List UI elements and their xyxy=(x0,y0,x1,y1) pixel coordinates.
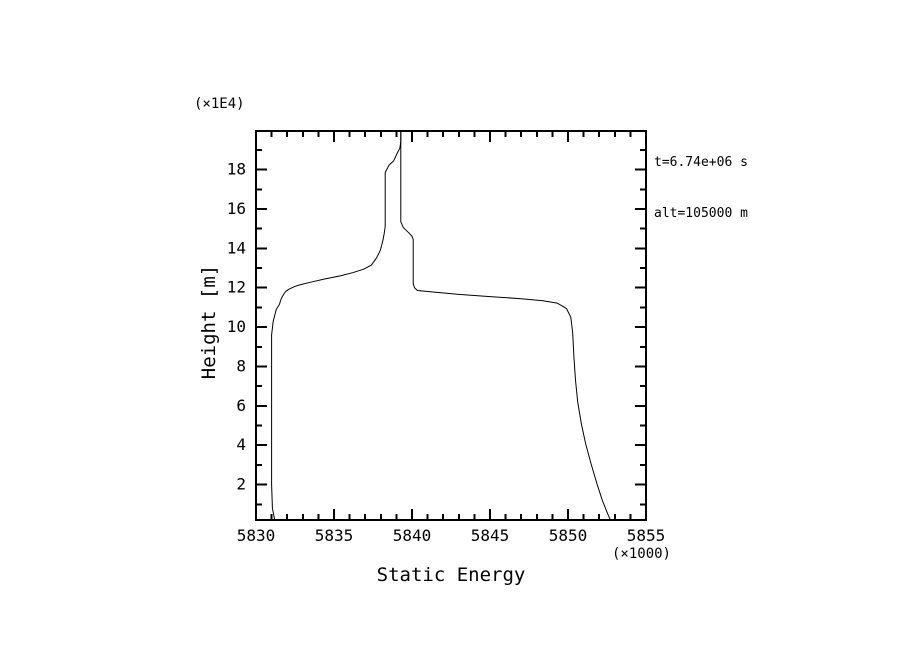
plot-frame xyxy=(255,130,647,521)
y-tick-label: 6 xyxy=(236,396,246,415)
y-tick-label: 12 xyxy=(227,278,246,297)
series-right-branch xyxy=(400,131,611,521)
x-tick-label: 5850 xyxy=(549,526,588,545)
y-axis-scale-label: (×1E4) xyxy=(194,96,245,112)
series-left-branch xyxy=(271,131,402,521)
annotation-block: t=6.74e+06 s alt=105000 m xyxy=(654,120,748,256)
y-tick-label: 14 xyxy=(227,238,246,257)
x-tick-label: 5855 xyxy=(627,526,666,545)
x-tick-label: 5840 xyxy=(393,526,432,545)
x-axis-title: Static Energy xyxy=(376,564,526,586)
y-tick-label: 10 xyxy=(227,317,246,336)
x-tick-label: 5835 xyxy=(315,526,354,545)
x-tick-label: 5845 xyxy=(471,526,510,545)
y-tick-label: 2 xyxy=(236,475,246,494)
y-tick-label: 18 xyxy=(227,160,246,179)
annotation-time: t=6.74e+06 s xyxy=(654,155,748,170)
y-axis-title: Height [m] xyxy=(198,264,220,380)
y-tick-label: 4 xyxy=(236,435,246,454)
x-tick-label: 5830 xyxy=(237,526,276,545)
y-tick-label: 8 xyxy=(236,356,246,375)
y-tick-label: 16 xyxy=(227,199,246,218)
x-axis-scale-label: (×1000) xyxy=(611,546,671,562)
annotation-altitude: alt=105000 m xyxy=(654,206,748,221)
